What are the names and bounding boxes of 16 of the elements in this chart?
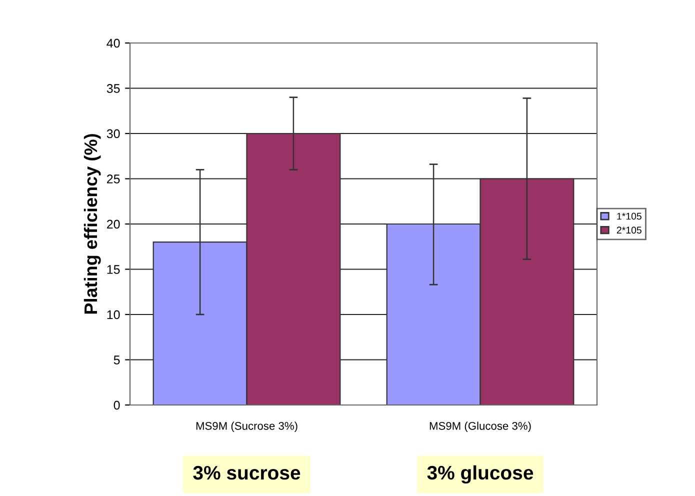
y-tick-label: 15 xyxy=(107,265,120,274)
y-axis-title: Plating efficiency (%) xyxy=(84,134,101,314)
text: 3% glucose xyxy=(427,465,534,484)
y-tick-label: 10 xyxy=(107,310,120,320)
y-tick-label: 40 xyxy=(106,38,120,48)
y-tick-label: 35 xyxy=(106,84,120,93)
x-tick-label: MS9M (Glucose 3%) xyxy=(430,422,531,432)
y-tick-label: 25 xyxy=(107,174,120,184)
x-tick-label: MS9M (Sucrose 3%) xyxy=(196,422,298,432)
y-tick-label: 0 xyxy=(114,400,120,410)
legend-label: 1*105 xyxy=(617,212,642,220)
y-tick-label: 5 xyxy=(114,356,120,364)
y-tick-label: 20 xyxy=(107,220,120,229)
y-tick-label: 30 xyxy=(106,129,120,138)
text: 3% sucrose xyxy=(193,466,300,480)
legend-label: 2*105 xyxy=(616,226,642,234)
